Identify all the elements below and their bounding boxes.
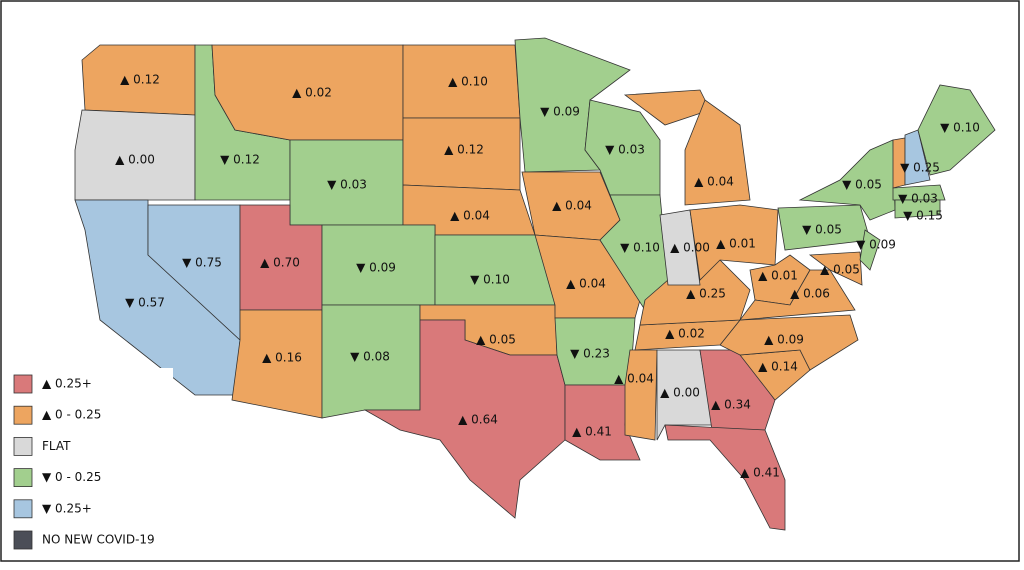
state-label: ▼ 0.25 (900, 161, 940, 175)
state-label: ▲ 0.64 (458, 413, 498, 427)
state-label: ▼ 0.23 (570, 347, 610, 361)
state-label: ▲ 0.16 (262, 351, 302, 365)
state (894, 199, 941, 219)
state-label: ▼ 0.05 (842, 178, 882, 192)
state (917, 84, 996, 176)
state (719, 314, 859, 371)
state-label: ▲ 0.02 (292, 86, 332, 100)
state-label: ▲ 0.41 (740, 466, 780, 480)
state-label: ▲ 0.05 (476, 333, 516, 347)
state-label: ▲ 0.41 (572, 425, 612, 439)
state-label: ▲ 0.04 (694, 175, 734, 189)
state (434, 234, 556, 306)
state-label: ▼ 0.09 (856, 238, 896, 252)
state (363, 319, 566, 519)
state-label: ▲ 0.12 (444, 143, 484, 157)
state-label: ▼ 0.10 (470, 273, 510, 287)
state (684, 99, 751, 206)
state-label: ▲ 0.06 (790, 287, 830, 301)
state (859, 229, 881, 271)
legend-swatch (13, 374, 33, 394)
legend-swatch (13, 530, 33, 550)
state-label: ▼ 0.57 (125, 296, 165, 310)
legend: ▲ 0.25+ ▲ 0 - 0.25 FLAT ▼ 0 - 0.25 ▼ 0.25+ NO… (8, 368, 173, 556)
legend-label: ▲ 0.25+ (42, 377, 92, 391)
state-label: ▼ 0.75 (182, 256, 222, 270)
state-label: ▲ 0.01 (716, 237, 756, 251)
state-label: ▲ 0.00 (660, 386, 700, 400)
state-label: ▲ 0.00 (670, 241, 710, 255)
legend-label: ▼ 0 - 0.25 (42, 470, 101, 484)
state-label: ▼ 0.09 (540, 105, 580, 119)
state-label: ▲ 0.01 (758, 269, 798, 283)
legend-swatch (13, 405, 33, 425)
state-label: ▼ 0.03 (605, 143, 645, 157)
state-label: ▲ 0.10 (448, 75, 488, 89)
state-labels: ▲ 0.12 ▲ 0.00 ▼ 0.12 ▲ 0.02 ▼ 0.03 ▲ 0.10 ▲ 0.… (115, 73, 980, 480)
state-label: ▲ 0.04 (614, 372, 654, 386)
state-label: ▲ 0.04 (450, 209, 490, 223)
state-label: ▼ 0.10 (620, 241, 660, 255)
state-label: ▼ 0.05 (802, 223, 842, 237)
state-label: ▲ 0.25 (686, 287, 726, 301)
state (624, 349, 658, 441)
legend-swatch (13, 499, 33, 519)
state-label: ▲ 0.04 (566, 277, 606, 291)
state-label: ▲ 0.70 (260, 256, 300, 270)
state-label: ▼ 0.03 (327, 178, 367, 192)
legend-label: FLAT (42, 439, 71, 453)
state-label: ▼ 0.08 (350, 350, 390, 364)
state (659, 209, 701, 286)
state (664, 424, 786, 531)
state-label: ▼ 0.10 (940, 121, 980, 135)
legend-label: ▲ 0 - 0.25 (42, 408, 101, 422)
state-label: ▲ 0.12 (120, 73, 160, 87)
state (231, 309, 323, 419)
state-label: ▲ 0.34 (711, 398, 751, 412)
state-label: ▲ 0.14 (758, 360, 798, 374)
state-label: ▲ 0.04 (552, 199, 592, 213)
state-label: ▼ 0.12 (220, 153, 260, 167)
state-label: ▲ 0.00 (115, 153, 155, 167)
legend-label: NO NEW COVID-19 (42, 533, 155, 547)
state-label: ▲ 0.09 (764, 333, 804, 347)
state (904, 129, 931, 186)
legend-swatch (13, 436, 33, 456)
legend-label: ▼ 0.25+ (42, 501, 92, 515)
legend-box (8, 368, 173, 556)
legend-swatch (13, 468, 33, 488)
state (656, 349, 713, 441)
state-label: ▼ 0.09 (356, 261, 396, 275)
states (74, 37, 996, 531)
state-label: ▲ 0.02 (665, 327, 705, 341)
state-label: ▼ 0.03 (898, 192, 938, 206)
state (808, 251, 863, 286)
state (892, 184, 946, 201)
state-label: ▼ 0.15 (903, 209, 943, 223)
state-label: ▲ 0.05 (820, 263, 860, 277)
